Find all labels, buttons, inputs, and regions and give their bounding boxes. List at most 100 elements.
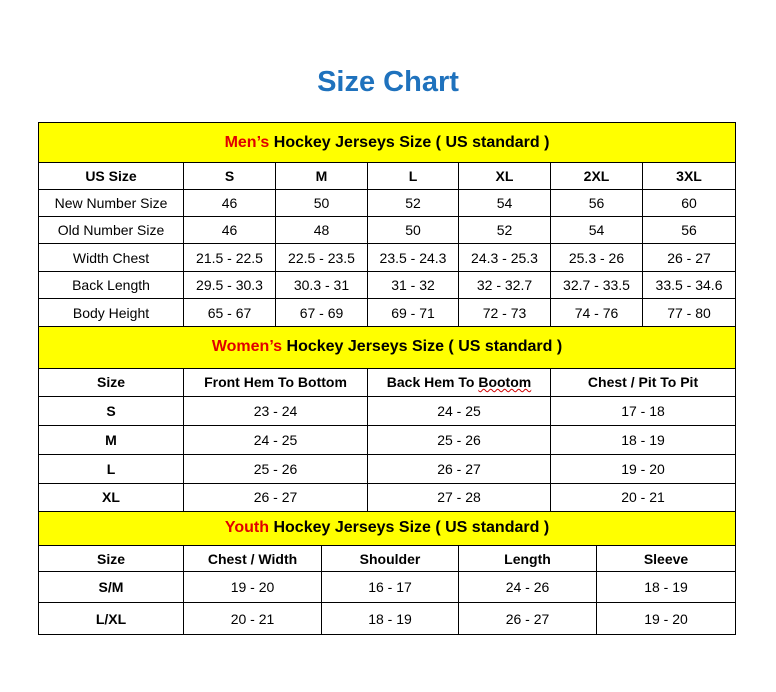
- table-cell: 48: [275, 216, 368, 244]
- table-cell: 26 - 27: [183, 483, 368, 512]
- column-header-text: Shoulder: [359, 550, 421, 567]
- column-header: 3XL: [641, 162, 737, 190]
- row-label: L: [38, 454, 184, 484]
- column-header-text: Chest / Width: [207, 550, 298, 567]
- column-header: Size: [38, 545, 184, 572]
- table-row: L/XL 20 - 21 18 - 19 26 - 27 19 - 20: [38, 602, 737, 635]
- table-cell: 18 - 19: [549, 425, 737, 455]
- column-header: Chest / Width: [183, 545, 322, 572]
- column-header: M: [275, 162, 368, 190]
- table-cell: 50: [367, 216, 459, 244]
- row-label: L/XL: [38, 602, 184, 635]
- table-cell: 26 - 27: [641, 243, 737, 272]
- table-cell: 24.3 - 25.3: [458, 243, 551, 272]
- table-cell: 23.5 - 24.3: [367, 243, 459, 272]
- table-cell: 24 - 25: [183, 425, 368, 455]
- table-cell: 52: [458, 216, 551, 244]
- row-label: Body Height: [38, 298, 184, 327]
- youth-banner-row: Youth Hockey Jerseys Size ( US standard …: [37, 511, 737, 546]
- men-banner-row: Men’s Hockey Jerseys Size ( US standard …: [37, 122, 737, 163]
- youth-banner: Youth Hockey Jerseys Size ( US standard …: [37, 511, 737, 546]
- table-cell: 25 - 26: [367, 425, 551, 455]
- column-header: XL: [458, 162, 551, 190]
- table-cell: 19 - 20: [183, 571, 322, 603]
- column-header: Chest / Pit To Pit: [549, 368, 737, 397]
- column-header-text: Back Hem To Bootom: [386, 374, 532, 390]
- table-cell: 24 - 25: [367, 396, 551, 426]
- row-label: New Number Size: [38, 189, 184, 217]
- row-label: Back Length: [38, 271, 184, 299]
- table-row: Width Chest 21.5 - 22.5 22.5 - 23.5 23.5 - …: [38, 243, 737, 272]
- banner-accent: Youth: [224, 519, 270, 537]
- table-row: L 25 - 26 26 - 27 19 - 20: [38, 454, 737, 484]
- table-row: Old Number Size 46 48 50 52 54 56: [38, 216, 737, 244]
- table-cell: 65 - 67: [183, 298, 276, 327]
- column-header: Size: [38, 368, 184, 397]
- row-label: XL: [38, 483, 184, 512]
- table-row: XL 26 - 27 27 - 28 20 - 21: [38, 483, 737, 512]
- table-cell: 18 - 19: [595, 571, 737, 603]
- column-header: Sleeve: [595, 545, 737, 572]
- banner-text: Hockey Jerseys Size ( US standard ): [282, 338, 563, 356]
- column-header-text: M: [315, 168, 328, 184]
- youth-header-row: Size Chest / Width Shoulder Length Sleeve: [38, 545, 737, 572]
- column-header-text: Length: [504, 550, 551, 567]
- table-row: Back Length 29.5 - 30.3 30.3 - 31 31 - 32 32…: [38, 271, 737, 299]
- table-cell: 54: [550, 216, 643, 244]
- row-label: S: [38, 396, 184, 426]
- column-header: S: [183, 162, 276, 190]
- men-banner: Men’s Hockey Jerseys Size ( US standard …: [37, 122, 737, 163]
- column-header: 2XL: [550, 162, 643, 190]
- table-cell: 17 - 18: [549, 396, 737, 426]
- table-cell: 67 - 69: [275, 298, 368, 327]
- table-cell: 25.3 - 26: [550, 243, 643, 272]
- column-header: US Size: [38, 162, 184, 190]
- row-label: Width Chest: [38, 243, 184, 272]
- column-header: L: [367, 162, 459, 190]
- table-cell: 18 - 19: [321, 602, 459, 635]
- table-cell: 46: [183, 189, 276, 217]
- row-label: M: [38, 425, 184, 455]
- table-row: Body Height 65 - 67 67 - 69 69 - 71 72 - 73 7…: [38, 298, 737, 327]
- table-cell: 69 - 71: [367, 298, 459, 327]
- table-cell: 22.5 - 23.5: [275, 243, 368, 272]
- table-cell: 26 - 27: [367, 454, 551, 484]
- page-title: Size Chart: [317, 66, 459, 98]
- men-size-table: Men’s Hockey Jerseys Size ( US standard …: [37, 122, 737, 327]
- table-cell: 25 - 26: [183, 454, 368, 484]
- column-header-text: L: [408, 168, 418, 184]
- table-cell: 32.7 - 33.5: [550, 271, 643, 299]
- table-cell: 60: [641, 189, 737, 217]
- banner-text: Hockey Jerseys Size ( US standard ): [269, 133, 550, 151]
- row-label: Old Number Size: [38, 216, 184, 244]
- column-header-text: 2XL: [583, 168, 610, 184]
- column-header-text: Size: [96, 550, 125, 567]
- table-row: M 24 - 25 25 - 26 18 - 19: [38, 425, 737, 455]
- table-cell: 30.3 - 31: [275, 271, 368, 299]
- table-cell: 56: [641, 216, 737, 244]
- table-cell: 32 - 32.7: [458, 271, 551, 299]
- table-cell: 20 - 21: [183, 602, 322, 635]
- column-header-text: XL: [495, 168, 514, 184]
- youth-size-table: Youth Hockey Jerseys Size ( US standard …: [37, 511, 737, 635]
- table-cell: 33.5 - 34.6: [641, 271, 737, 299]
- table-cell: 16 - 17: [321, 571, 459, 603]
- table-cell: 50: [275, 189, 368, 217]
- column-header-text: Sleeve: [643, 550, 689, 567]
- table-cell: 46: [183, 216, 276, 244]
- table-row: S 23 - 24 24 - 25 17 - 18: [38, 396, 737, 426]
- table-cell: 74 - 76: [550, 298, 643, 327]
- table-cell: 72 - 73: [458, 298, 551, 327]
- table-cell: 24 - 26: [458, 571, 597, 603]
- column-header-text: Chest / Pit To Pit: [587, 374, 699, 390]
- table-cell: 19 - 20: [549, 454, 737, 484]
- women-header-row: Size Front Hem To Bottom Back Hem To Booto…: [38, 368, 737, 397]
- banner-accent: Women’s: [211, 338, 283, 356]
- misspelled-word: Bootom: [478, 374, 532, 390]
- column-header: Length: [458, 545, 597, 572]
- column-header: Back Hem To Bootom: [367, 368, 551, 397]
- table-cell: 26 - 27: [458, 602, 597, 635]
- column-header: Shoulder: [321, 545, 459, 572]
- table-cell: 56: [550, 189, 643, 217]
- column-header-text: Size: [96, 374, 125, 390]
